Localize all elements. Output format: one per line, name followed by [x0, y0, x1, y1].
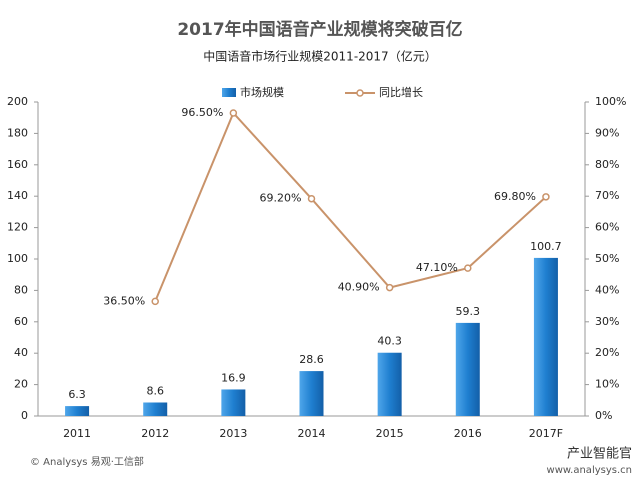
- y-tick-label: 120: [7, 221, 28, 234]
- y-tick-label: 40: [14, 346, 28, 359]
- y2-tick-label: 90%: [595, 126, 619, 139]
- line-label: 47.10%: [416, 261, 458, 274]
- chart-subtitle: 中国语音市场行业规模2011-2017（亿元）: [203, 49, 436, 64]
- y-tick-label: 200: [7, 95, 28, 108]
- bar-label: 28.6: [299, 353, 324, 366]
- line-label: 40.90%: [338, 281, 380, 294]
- y-tick-label: 80: [14, 283, 28, 296]
- x-tick-label: 2014: [298, 427, 326, 440]
- x-tick-label: 2015: [376, 427, 404, 440]
- line-point: [307, 194, 316, 203]
- bar-label: 59.3: [456, 305, 481, 318]
- y-tick-label: 180: [7, 126, 28, 139]
- line: [154, 111, 547, 302]
- legend-label: 市场规模: [240, 85, 284, 99]
- y-tick-label: 0: [21, 409, 28, 422]
- line-label: 96.50%: [181, 106, 223, 119]
- bar-label: 8.6: [146, 384, 164, 397]
- line-point: [229, 109, 238, 117]
- line-point: [385, 283, 394, 292]
- bar-label: 100.7: [530, 240, 562, 253]
- line-point: [151, 297, 159, 306]
- bar: [143, 402, 168, 416]
- x-tick-label: 2011: [63, 427, 91, 440]
- y2-tick-label: 40%: [595, 283, 619, 296]
- bar-label: 40.3: [377, 335, 402, 348]
- y-tick-label: 140: [7, 189, 28, 202]
- line-label: 69.20%: [260, 192, 302, 205]
- y-tick-label: 60: [14, 315, 28, 328]
- y2-tick-label: 80%: [595, 158, 619, 171]
- bar: [377, 352, 402, 416]
- y-tick-label: 100: [7, 252, 28, 265]
- line-point: [542, 193, 550, 201]
- line-label: 69.80%: [494, 190, 536, 203]
- bar: [533, 257, 558, 416]
- legend-swatch: [356, 89, 364, 97]
- x-tick-label: 2016: [454, 427, 482, 440]
- x-tick-label: 2012: [141, 427, 169, 440]
- x-tick-label: 2013: [219, 427, 247, 440]
- legend-swatch: [222, 88, 236, 97]
- credit: www.analysys.cn: [547, 465, 632, 476]
- y2-tick-label: 60%: [595, 221, 619, 234]
- bar-label: 16.9: [221, 371, 246, 384]
- y2-tick-label: 0%: [595, 409, 612, 422]
- source: © Analysys 易观·工信部: [30, 455, 144, 468]
- y-tick-label: 20: [14, 378, 28, 391]
- bar: [299, 371, 324, 416]
- y2-tick-label: 20%: [595, 346, 619, 359]
- bar: [65, 406, 90, 416]
- credit: 产业智能官: [567, 446, 632, 462]
- legend-label: 同比增长: [379, 85, 423, 99]
- y2-tick-label: 30%: [595, 315, 619, 328]
- line-point: [464, 264, 472, 272]
- y2-tick-label: 10%: [595, 378, 619, 391]
- x-tick-label: 2017F: [529, 427, 563, 440]
- y2-tick-label: 70%: [595, 189, 619, 202]
- chart-title: 2017年中国语音产业规模将突破百亿: [177, 19, 462, 40]
- line-label: 36.50%: [103, 294, 145, 307]
- y-tick-label: 160: [7, 158, 28, 171]
- bar: [221, 389, 246, 416]
- bar-label: 6.3: [68, 388, 86, 401]
- bar: [455, 322, 480, 416]
- y2-tick-label: 50%: [595, 252, 619, 265]
- y2-tick-label: 100%: [595, 95, 626, 108]
